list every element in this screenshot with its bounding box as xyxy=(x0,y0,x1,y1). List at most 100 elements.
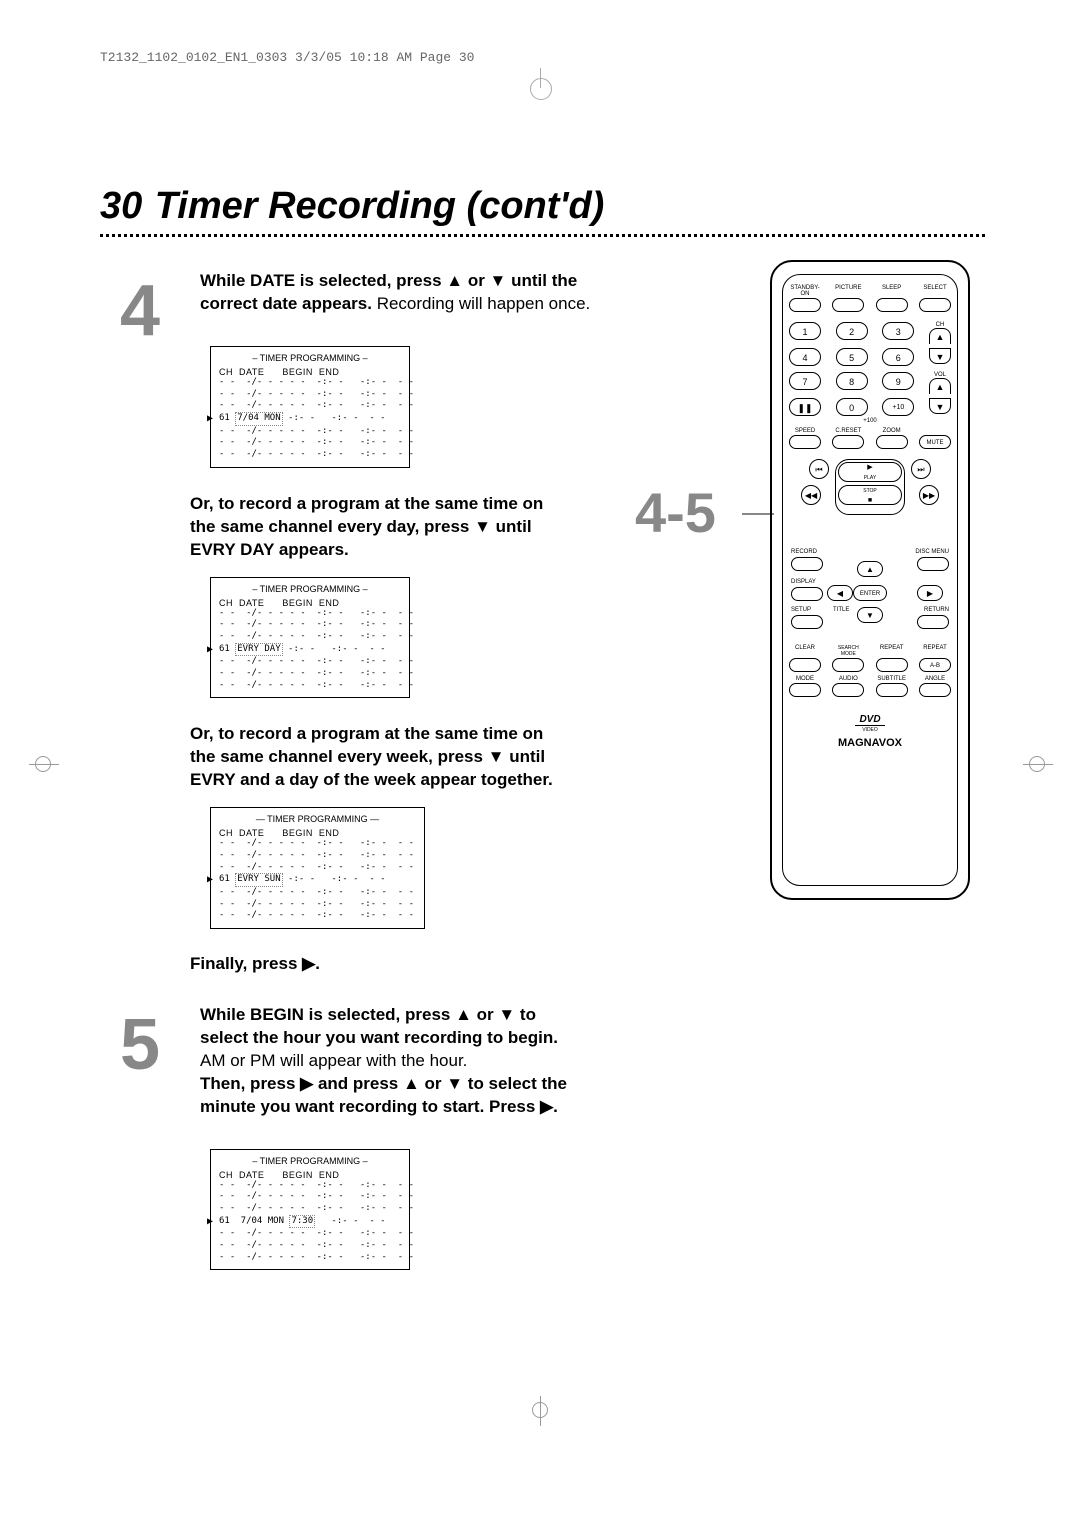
vol-label: VOL xyxy=(929,372,951,378)
num-7[interactable]: 7 xyxy=(789,372,821,390)
num-8[interactable]: 8 xyxy=(836,372,868,390)
numpad-row-2: 4 5 6 ▼ xyxy=(789,348,951,366)
para-everyweek: Or, to record a program at the same time… xyxy=(190,723,650,792)
remote-top-buttons xyxy=(789,298,951,312)
step5-l4: Then, press ▶ and press ▲ or ▼ to select… xyxy=(200,1074,567,1093)
tb4-highlight: 7:30 xyxy=(289,1215,315,1229)
row-arrow-icon: ▶ xyxy=(207,873,213,886)
tb4-header: CH DATE BEGIN END xyxy=(219,1170,401,1180)
skip-back-button[interactable]: ⏮ xyxy=(809,459,829,479)
picture-button[interactable] xyxy=(832,298,864,312)
pause-button[interactable]: ❚❚ xyxy=(789,398,821,416)
tb4-title: – TIMER PROGRAMMING – xyxy=(219,1156,401,1166)
display-button[interactable] xyxy=(791,587,823,601)
step-5-number: 5 xyxy=(120,1004,160,1086)
disc-menu-button[interactable] xyxy=(917,557,949,571)
angle-button[interactable] xyxy=(919,683,951,697)
crop-mark-right xyxy=(1029,756,1045,772)
standby-button[interactable] xyxy=(789,298,821,312)
ch-up[interactable]: ▲ xyxy=(929,328,951,344)
tb1-highlight: 7/04 MON xyxy=(235,412,282,426)
plus10-button[interactable]: +10 xyxy=(882,398,914,416)
video-label: VIDEO xyxy=(789,727,951,733)
tb-row: - - -/- - - - - -:- - -:- - - - xyxy=(219,1252,401,1264)
para-ed-l3: EVRY DAY appears. xyxy=(190,540,349,559)
ch-down[interactable]: ▼ xyxy=(929,348,951,364)
num-2[interactable]: 2 xyxy=(836,322,868,340)
tb-row: - - -/- - - - - -:- - -:- - - - xyxy=(219,1191,401,1203)
tb2-header: CH DATE BEGIN END xyxy=(219,598,401,608)
num-4[interactable]: 4 xyxy=(789,348,821,366)
tb-row-active: ▶61 7/04 MON 7:30 -:- - - - xyxy=(219,1215,401,1229)
searchmode-button[interactable] xyxy=(832,658,864,672)
enter-button[interactable]: ENTER xyxy=(853,585,887,601)
vol-down[interactable]: ▼ xyxy=(929,398,951,414)
tb-row-active: ▶61 EVRY DAY -:- - -:- - - - xyxy=(219,643,401,657)
tb1-header: CH DATE BEGIN END xyxy=(219,367,401,377)
nav-up[interactable]: ▲ xyxy=(857,561,883,577)
page-title: Timer Recording (cont'd) xyxy=(155,185,605,227)
rewind-button[interactable]: ◀◀ xyxy=(801,485,821,505)
tb-row: - - -/- - - - - -:- - -:- - - - xyxy=(219,899,416,911)
nav-down[interactable]: ▼ xyxy=(857,607,883,623)
tb-row: - - -/- - - - - -:- - -:- - - - xyxy=(219,668,401,680)
sleep-label: SLEEP xyxy=(876,285,908,297)
tb-row: - - -/- - - - - -:- - -:- - - - xyxy=(219,1203,401,1215)
numpad-row-4: ❚❚ 0 +10 ▼ xyxy=(789,398,951,416)
num-1[interactable]: 1 xyxy=(789,322,821,340)
remote-top-labels: STANDBY-ON PICTURE SLEEP SELECT xyxy=(789,285,951,297)
return-button[interactable] xyxy=(917,615,949,629)
mute-button[interactable]: MUTE xyxy=(919,435,951,449)
tb-row: - - -/- - - - - -:- - -:- - - - xyxy=(219,1240,401,1252)
timer-box-3: — TIMER PROGRAMMING — CH DATE BEGIN END … xyxy=(210,807,425,929)
step-4-text: While DATE is selected, press ▲ or ▼ unt… xyxy=(200,270,650,316)
creset-button[interactable] xyxy=(832,435,864,449)
num-6[interactable]: 6 xyxy=(882,348,914,366)
num-0[interactable]: 0 xyxy=(836,398,868,416)
tb-row: - - -/- - - - - -:- - -:- - - - xyxy=(219,619,401,631)
skip-fwd-button[interactable]: ⏭ xyxy=(911,459,931,479)
zoom-button[interactable] xyxy=(876,435,908,449)
stop-button[interactable]: STOP■ xyxy=(838,485,902,505)
audio-button[interactable] xyxy=(832,683,864,697)
tb-row: - - -/- - - - - -:- - -:- - - - xyxy=(219,1180,401,1192)
num-3[interactable]: 3 xyxy=(882,322,914,340)
tb1-active-ch: 61 xyxy=(219,413,230,423)
tb-row: - - -/- - - - - -:- - -:- - - - xyxy=(219,887,416,899)
nav-area: RECORD DISC MENU ▲ DISPLAY ◀ ENTER ▶ ▼ S… xyxy=(789,549,951,639)
step4-line1: While DATE is selected, press ▲ or ▼ unt… xyxy=(200,271,577,290)
tb-row: - - -/- - - - - -:- - -:- - - - xyxy=(219,850,416,862)
nav-right[interactable]: ▶ xyxy=(917,585,943,601)
speed-row-buttons: MUTE xyxy=(789,435,951,449)
clear-button[interactable] xyxy=(789,658,821,672)
tb-row: - - -/- - - - - -:- - -:- - - - xyxy=(219,377,401,389)
num-9[interactable]: 9 xyxy=(882,372,914,390)
row-arrow-icon: ▶ xyxy=(207,1215,213,1228)
title-label: TITLE xyxy=(833,607,849,613)
step-5: 5 While BEGIN is selected, press ▲ or ▼ … xyxy=(130,1004,650,1119)
picture-label: PICTURE xyxy=(832,285,864,297)
vol-up[interactable]: ▲ xyxy=(929,378,951,394)
speed-row-labels: SPEED C.RESET ZOOM xyxy=(789,428,951,434)
ab-button[interactable]: A-B xyxy=(919,658,951,672)
fastfwd-button[interactable]: ▶▶ xyxy=(919,485,939,505)
sleep-button[interactable] xyxy=(876,298,908,312)
clear-row-buttons: A-B xyxy=(789,658,951,672)
subtitle-button[interactable] xyxy=(876,683,908,697)
crop-mark-bottom xyxy=(532,1402,548,1418)
audio-label: AUDIO xyxy=(832,676,864,682)
nav-left[interactable]: ◀ xyxy=(827,585,853,601)
play-button[interactable]: ▶PLAY xyxy=(838,462,902,482)
step-4-number: 4 xyxy=(120,270,160,352)
setup-button[interactable] xyxy=(791,615,823,629)
select-label: SELECT xyxy=(919,285,951,297)
repeat-button[interactable] xyxy=(876,658,908,672)
speed-button[interactable] xyxy=(789,435,821,449)
creset-label: C.RESET xyxy=(832,428,864,434)
select-button[interactable] xyxy=(919,298,951,312)
record-button[interactable] xyxy=(791,557,823,571)
mode-button[interactable] xyxy=(789,683,821,697)
tb-row: - - -/- - - - - -:- - -:- - - - xyxy=(219,426,401,438)
setup-label: SETUP xyxy=(791,607,811,613)
num-5[interactable]: 5 xyxy=(836,348,868,366)
